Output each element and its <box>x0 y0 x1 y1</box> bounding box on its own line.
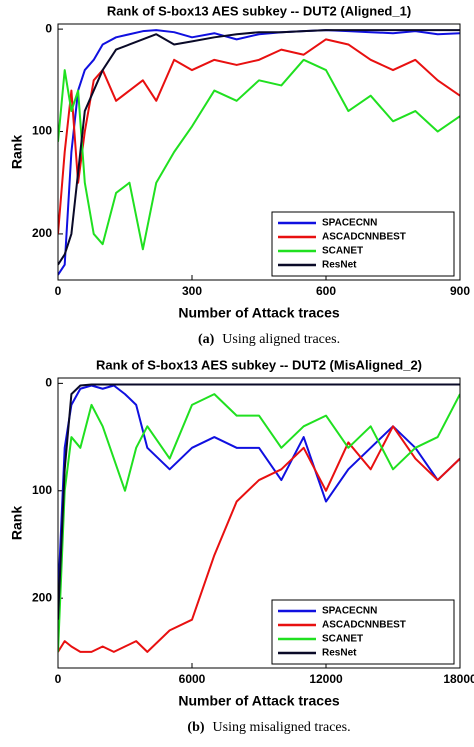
legend-label: ASCADCNNBEST <box>322 232 406 243</box>
caption-label: (a) <box>198 332 215 347</box>
x-tick-label: 600 <box>316 284 336 298</box>
series-line <box>58 29 460 276</box>
legend: SPACECNN ASCADCNNBEST SCANET ResNet <box>271 211 455 277</box>
plot-frame <box>57 377 461 669</box>
x-tick-label: 12000 <box>309 672 343 686</box>
x-tick-label: 0 <box>55 672 62 686</box>
y-tick-label: 100 <box>32 124 52 138</box>
series-line <box>58 383 460 620</box>
y-tick-label: 0 <box>45 376 52 390</box>
y-tick-label: 100 <box>32 483 52 497</box>
plot-lines <box>58 383 460 653</box>
series-line <box>58 38 460 235</box>
chart: Rank of S-box13 AES subkey -- DUT2 (Alig… <box>9 3 471 347</box>
legend-label: SCANET <box>322 634 363 645</box>
legend-label: ResNet <box>322 260 357 271</box>
y-tick-label: 0 <box>45 21 52 35</box>
x-tick-label: 18000 <box>443 672 474 686</box>
x-tick-label: 0 <box>55 284 62 298</box>
chart: Rank of S-box13 AES subkey -- DUT2 (MisA… <box>9 357 474 735</box>
series-line <box>58 29 460 266</box>
series-line <box>58 384 460 599</box>
plot-lines <box>58 29 460 276</box>
y-axis-label: Rank <box>9 135 25 169</box>
legend-label: SPACECNN <box>322 606 377 617</box>
x-axis-label: Number of Attack traces <box>178 305 340 321</box>
caption: (a) Using aligned traces. <box>198 332 340 347</box>
series-line <box>58 425 460 653</box>
x-axis-label: Number of Attack traces <box>178 693 340 709</box>
legend-label: ASCADCNNBEST <box>322 620 406 631</box>
chart-title: Rank of S-box13 AES subkey -- DUT2 (MisA… <box>96 357 422 372</box>
legend-label: SPACECNN <box>322 218 377 229</box>
plot-frame <box>57 23 461 281</box>
y-tick-label: 200 <box>32 226 52 240</box>
legend-label: ResNet <box>322 648 357 659</box>
x-tick-label: 300 <box>182 284 202 298</box>
y-tick-label: 200 <box>32 590 52 604</box>
x-tick-label: 900 <box>450 284 470 298</box>
caption-text: Using aligned traces. <box>222 332 340 347</box>
legend: SPACECNN ASCADCNNBEST SCANET ResNet <box>271 599 455 665</box>
caption: (b) Using misaligned traces. <box>187 720 350 735</box>
x-tick-label: 6000 <box>179 672 206 686</box>
caption-label: (b) <box>187 720 204 735</box>
series-line <box>58 58 460 251</box>
series-line <box>58 393 460 652</box>
legend-label: SCANET <box>322 246 363 257</box>
y-axis-label: Rank <box>9 506 25 540</box>
chart-title: Rank of S-box13 AES subkey -- DUT2 (Alig… <box>107 3 411 18</box>
caption-text: Using misaligned traces. <box>213 720 351 735</box>
